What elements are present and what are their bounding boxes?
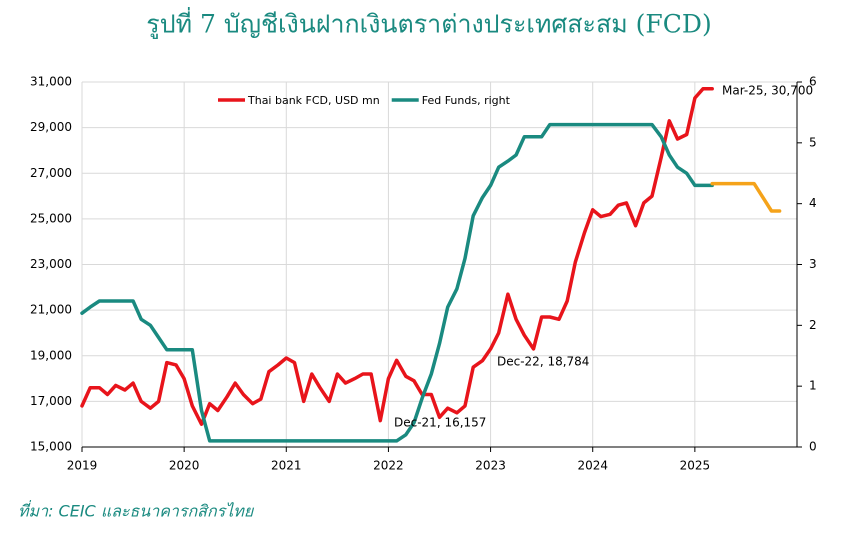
y-tick-label: 19,000 <box>30 348 72 362</box>
x-tick-label: 2025 <box>680 459 711 473</box>
x-tick-label: 2023 <box>475 459 506 473</box>
y-tick-label: 23,000 <box>30 257 72 271</box>
x-tick-label: 2024 <box>577 459 608 473</box>
y2-tick-label: 0 <box>809 440 817 454</box>
y2-tick-label: 4 <box>809 196 817 210</box>
y-tick-label: 15,000 <box>30 440 72 454</box>
y-tick-label: 29,000 <box>30 120 72 134</box>
series-line <box>80 87 714 426</box>
y-tick-label: 21,000 <box>30 303 72 317</box>
x-tick-label: 2021 <box>271 459 302 473</box>
y2-tick-label: 6 <box>809 75 817 89</box>
y2-tick-label: 1 <box>809 379 817 393</box>
y2-tick-label: 2 <box>809 318 817 332</box>
series-line <box>80 122 714 443</box>
legend-label: Fed Funds, right <box>422 94 511 107</box>
legend-label: Thai bank FCD, USD mn <box>247 94 380 107</box>
x-tick-label: 2022 <box>373 459 404 473</box>
annotation: Mar-25, 30,700 <box>722 84 813 98</box>
y-tick-label: 25,000 <box>30 211 72 225</box>
y2-tick-label: 5 <box>809 135 817 149</box>
annotation: Dec-21, 16,157 <box>394 416 486 430</box>
chart-title: รูปที่ 7 บัญชีเงินฝากเงินตราต่างประเทศสะ… <box>146 7 711 40</box>
source: ที่มา: CEIC และธนาคารกสิกรไทย <box>18 500 255 521</box>
y-tick-label: 17,000 <box>30 394 72 408</box>
y-tick-label: 27,000 <box>30 166 72 180</box>
annotation: Dec-22, 18,784 <box>497 355 589 369</box>
x-tick-label: 2020 <box>169 459 200 473</box>
series-line <box>710 181 782 213</box>
y2-tick-label: 3 <box>809 257 817 271</box>
x-tick-label: 2019 <box>67 459 98 473</box>
y-tick-label: 31,000 <box>30 75 72 89</box>
